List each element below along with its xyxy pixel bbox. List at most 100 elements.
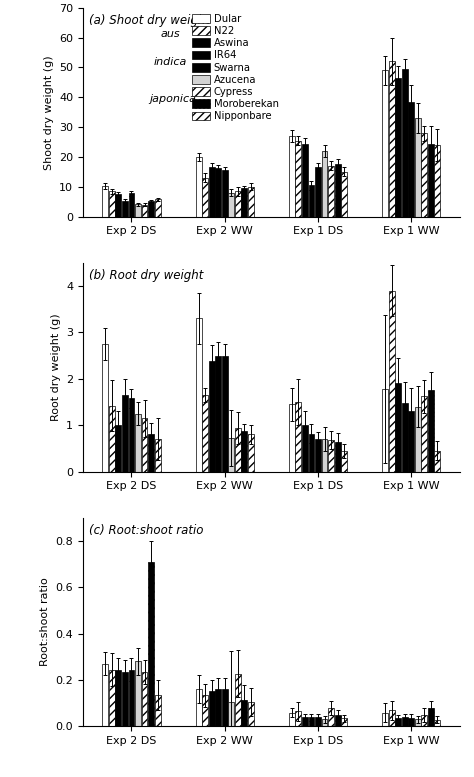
Bar <box>382 389 388 472</box>
Bar <box>148 434 154 472</box>
Bar <box>341 451 347 472</box>
Bar <box>241 188 247 217</box>
Bar <box>389 61 395 217</box>
Bar <box>215 169 221 217</box>
Bar <box>228 193 234 217</box>
Bar <box>222 356 228 472</box>
Bar <box>328 166 334 217</box>
Bar <box>395 383 401 472</box>
Y-axis label: Shoot dry weight (g): Shoot dry weight (g) <box>44 55 54 169</box>
Text: (c) Root:shoot ratio: (c) Root:shoot ratio <box>89 524 203 537</box>
Bar <box>402 69 408 217</box>
Bar <box>228 702 234 726</box>
Bar <box>209 168 215 217</box>
Bar <box>415 406 421 472</box>
Bar <box>421 396 427 472</box>
Bar <box>428 390 434 472</box>
Text: japonica: japonica <box>149 94 196 103</box>
Bar <box>408 718 414 726</box>
Bar <box>248 186 254 217</box>
Bar <box>402 403 408 472</box>
Bar <box>421 133 427 217</box>
Bar <box>235 428 241 472</box>
Bar <box>116 670 121 726</box>
Bar <box>335 442 340 472</box>
Bar <box>289 136 295 217</box>
Bar <box>122 672 128 726</box>
Bar <box>128 399 135 472</box>
Bar <box>109 191 115 217</box>
Bar <box>116 425 121 472</box>
Bar <box>196 689 201 726</box>
Bar <box>395 719 401 726</box>
Bar <box>408 102 414 217</box>
Bar <box>215 356 221 472</box>
Bar <box>128 670 135 726</box>
Bar <box>421 715 427 726</box>
Bar <box>155 439 161 472</box>
Bar <box>295 712 301 726</box>
Bar <box>408 411 414 472</box>
Bar <box>222 170 228 217</box>
Bar <box>209 361 215 472</box>
Bar <box>196 319 201 472</box>
Bar <box>382 71 388 217</box>
Bar <box>148 562 154 726</box>
Bar <box>135 413 141 472</box>
Bar <box>202 395 208 472</box>
Bar <box>335 164 340 217</box>
Bar <box>122 395 128 472</box>
Bar <box>248 702 254 726</box>
Bar <box>335 715 340 726</box>
Bar <box>435 451 440 472</box>
Bar <box>389 710 395 726</box>
Bar <box>302 717 308 726</box>
Bar <box>315 439 321 472</box>
Bar <box>302 425 308 472</box>
Bar <box>295 141 301 217</box>
Bar <box>328 708 334 726</box>
Bar <box>289 713 295 726</box>
Bar <box>289 404 295 472</box>
Bar <box>428 708 434 726</box>
Bar <box>415 118 421 217</box>
Bar <box>155 200 161 217</box>
Bar <box>328 440 334 472</box>
Bar <box>222 689 228 726</box>
Bar <box>309 434 314 472</box>
Bar <box>415 719 421 726</box>
Bar <box>102 664 108 726</box>
Bar <box>315 717 321 726</box>
Bar <box>428 144 434 217</box>
Bar <box>309 717 314 726</box>
Bar <box>382 713 388 726</box>
Bar <box>389 291 395 472</box>
Bar <box>321 439 328 472</box>
Bar <box>202 695 208 726</box>
Bar <box>321 719 328 726</box>
Bar <box>215 689 221 726</box>
Bar <box>241 430 247 472</box>
Bar <box>128 193 135 217</box>
Bar <box>315 168 321 217</box>
Bar <box>102 186 108 217</box>
Text: (b) Root dry weight: (b) Root dry weight <box>89 269 203 282</box>
Bar <box>122 201 128 217</box>
Y-axis label: Root dry weight (g): Root dry weight (g) <box>51 313 61 421</box>
Bar <box>135 204 141 217</box>
Bar <box>102 344 108 472</box>
Bar <box>116 194 121 217</box>
Bar <box>235 674 241 726</box>
Bar <box>148 201 154 217</box>
Y-axis label: Root:shoot ratio: Root:shoot ratio <box>40 577 50 667</box>
Bar <box>209 692 215 726</box>
Bar <box>341 172 347 217</box>
Bar <box>341 719 347 726</box>
Bar <box>435 145 440 217</box>
Bar <box>321 151 328 217</box>
Text: aus: aus <box>160 29 180 39</box>
Bar <box>142 205 147 217</box>
Bar <box>248 434 254 472</box>
Bar <box>241 700 247 726</box>
Bar <box>395 78 401 217</box>
